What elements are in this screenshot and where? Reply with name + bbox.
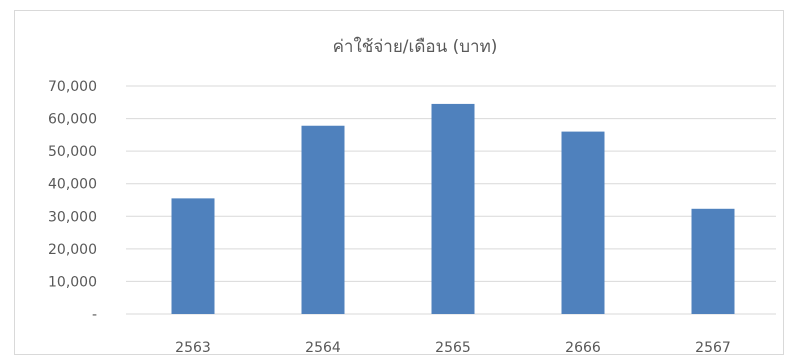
y-tick-label: 40,000	[48, 177, 97, 193]
y-tick-label: 70,000	[48, 79, 97, 95]
bar-2666[interactable]	[561, 131, 605, 314]
bar-2563[interactable]	[171, 198, 215, 314]
x-tick-label-2666: 2666	[565, 340, 601, 356]
x-tick-label-2564: 2564	[305, 340, 341, 356]
bars	[171, 103, 735, 315]
y-axis-tick-labels: - 10,000 20,000 30,000 40,000 50,000 60,000 70,…	[48, 79, 97, 323]
bar-2567[interactable]	[691, 208, 735, 314]
y-tick-label: -	[92, 307, 97, 323]
bar-2565[interactable]	[431, 103, 475, 315]
x-tick-label-2563: 2563	[175, 340, 211, 356]
y-tick-label: 50,000	[48, 144, 97, 160]
x-tick-label-2567: 2567	[695, 340, 731, 356]
bar-2564[interactable]	[301, 125, 345, 314]
y-tick-label: 60,000	[48, 112, 97, 128]
chart-frame	[14, 10, 784, 355]
y-tick-label: 30,000	[48, 209, 97, 225]
y-tick-label: 20,000	[48, 242, 97, 258]
chart-title: ค่าใช้จ่าย/เดือน (บาท)	[333, 36, 498, 57]
x-axis-tick-labels: 2563 2564 2565 2666 2567	[175, 340, 731, 356]
x-tick-label-2565: 2565	[435, 340, 471, 356]
y-tick-label: 10,000	[48, 274, 97, 290]
